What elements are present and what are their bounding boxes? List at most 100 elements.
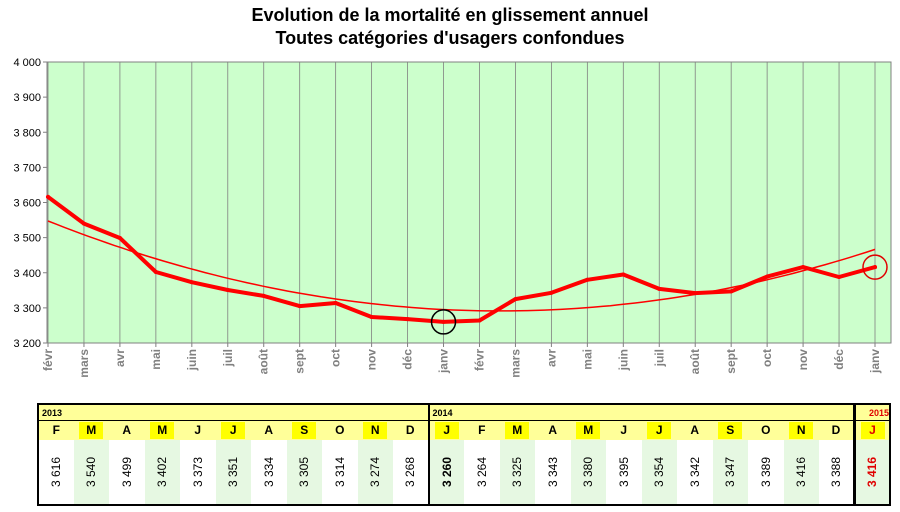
x-tick-label: août: [257, 349, 271, 374]
x-tick-label: févr: [472, 349, 486, 371]
month-letter-cell: S: [286, 420, 322, 440]
month-letter: M: [150, 422, 175, 439]
data-point: [153, 270, 158, 275]
value-cell: 3 354: [641, 440, 677, 506]
value-cell: 3 260: [427, 440, 464, 506]
month-letter-cell: J: [853, 420, 891, 440]
x-tick-label: sept: [293, 349, 307, 374]
x-tick-label: juil: [221, 349, 235, 367]
month-value: 3 540: [84, 456, 99, 488]
month-letter-cell: J: [641, 420, 677, 440]
month-letter-cell: M: [570, 420, 606, 440]
data-point: [189, 280, 194, 285]
month-letter: A: [122, 423, 132, 437]
month-letter-cell: J: [215, 420, 251, 440]
data-point: [513, 297, 518, 302]
month-letter: J: [860, 422, 885, 439]
month-value: 3 416: [865, 456, 880, 488]
x-tick-label: mars: [77, 349, 91, 378]
value-cell: 3 380: [570, 440, 606, 506]
month-value: 3 395: [616, 456, 631, 488]
data-point: [405, 317, 410, 322]
month-letter: F: [52, 423, 60, 437]
month-letter-cell: D: [393, 420, 429, 440]
chart-title: Evolution de la mortalité en glissement …: [251, 5, 649, 25]
value-cell: 3 402: [144, 440, 180, 506]
value-cell: 3 334: [251, 440, 287, 506]
data-point: [585, 277, 590, 282]
y-tick-label: 3 600: [13, 198, 41, 210]
month-value: 3 314: [332, 456, 347, 488]
trend-line: [47, 220, 876, 312]
month-value: 3 268: [403, 456, 418, 488]
x-tick-label: juin: [185, 349, 199, 371]
data-point: [441, 319, 446, 324]
month-letter: M: [576, 422, 601, 439]
year-row: 2013 2014 2015: [37, 403, 891, 421]
plot-area: 3 200 3 300 3 400 3 500 3 600 3 700 3 800 3 900…: [13, 57, 892, 378]
data-point: [81, 221, 86, 226]
month-letter-cell: J: [606, 420, 642, 440]
y-tick-label: 3 200: [13, 338, 41, 350]
month-letter: S: [718, 422, 743, 439]
y-tick-label: 3 700: [13, 162, 41, 174]
x-tick-label: mai: [149, 349, 163, 370]
month-letter-cell: N: [357, 420, 393, 440]
month-value: 3 274: [368, 456, 383, 488]
data-point: [729, 289, 734, 294]
month-value: 3 264: [474, 456, 489, 488]
month-value: 3 343: [545, 456, 560, 488]
value-cell: 3 351: [215, 440, 251, 506]
month-letter: A: [264, 423, 274, 437]
month-letter: O: [335, 423, 345, 437]
y-tick-label: 3 400: [13, 268, 41, 280]
month-letter-cell: J: [180, 420, 216, 440]
highlight-circle: [862, 254, 888, 280]
value-cell: 3 274: [357, 440, 393, 506]
month-letter: N: [789, 422, 814, 439]
month-letter-cell: J: [427, 420, 464, 440]
month-value: 3 347: [723, 456, 738, 488]
data-point: [873, 265, 877, 270]
monthly-values-table: 2013 2014 2015 F M A M J J A S O N D J F M A M J J A S O N D J 3 …: [37, 403, 891, 506]
x-tick-label: mars: [508, 349, 522, 378]
month-letter-cell: M: [499, 420, 535, 440]
month-letter: D: [405, 423, 415, 437]
x-tick-label: mai: [580, 349, 594, 370]
month-letter: J: [194, 423, 202, 437]
month-letter-cell: A: [535, 420, 571, 440]
y-tick-label: 4 000: [13, 57, 41, 69]
value-cell: 3 342: [677, 440, 713, 506]
value-cell: 3 499: [109, 440, 145, 506]
value-cell: 3 305: [286, 440, 322, 506]
x-tick-label: oct: [329, 349, 343, 367]
value-cell: 3 416: [853, 440, 891, 506]
line-chart: 3 200 3 300 3 400 3 500 3 600 3 700 3 800 3 900…: [13, 57, 892, 378]
month-letter: J: [620, 423, 628, 437]
month-letter-cell: F: [37, 420, 74, 440]
x-tick-label: nov: [365, 349, 379, 371]
year-label: 2013: [37, 403, 429, 421]
data-point: [549, 290, 554, 295]
chart-title-block: Evolution de la mortalité en glissement …: [0, 4, 900, 50]
month-letter-cell: N: [783, 420, 819, 440]
x-tick-label: janv: [437, 349, 451, 374]
month-value: 3 260: [439, 456, 454, 488]
x-tick-label: déc: [401, 349, 415, 370]
x-tick-label: nov: [796, 349, 810, 371]
value-row: 3 616 3 540 3 499 3 402 3 373 3 351 3 334 3 305…: [37, 440, 891, 506]
x-tick-label: août: [688, 349, 702, 374]
month-letter: N: [363, 422, 388, 439]
data-point: [369, 315, 374, 320]
value-cell: 3 616: [37, 440, 74, 506]
value-cell: 3 373: [180, 440, 216, 506]
data-point: [621, 272, 626, 277]
month-value: 3 499: [119, 456, 134, 488]
x-tick-label: avr: [544, 349, 558, 367]
month-letter: J: [221, 422, 246, 439]
data-point: [765, 274, 770, 279]
year-label: 2014: [427, 403, 855, 421]
month-letter-cell: A: [251, 420, 287, 440]
plot-background: [46, 61, 892, 344]
